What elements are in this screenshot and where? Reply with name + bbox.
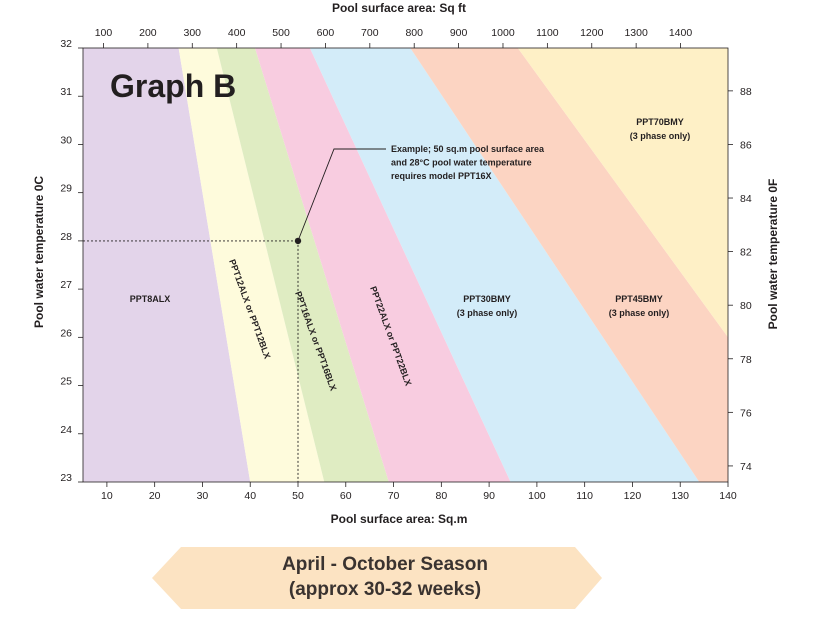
x-top-tick-label: 1000 (491, 27, 515, 39)
x-bottom-tick-label: 120 (624, 490, 642, 502)
x-bottom-tick-label: 30 (197, 490, 209, 502)
y-left-axis-title: Pool water temperature 0C (32, 176, 46, 328)
zone-label-ppt70bmy-text: PPT70BMY (636, 117, 684, 127)
y-left-tick-label: 32 (60, 38, 72, 50)
y-right-tick-label: 78 (740, 354, 752, 366)
zone-label-ppt70bmy-text: (3 phase only) (630, 131, 691, 141)
example-text-line: Example; 50 sq.m pool surface area (391, 144, 545, 154)
zone-label-ppt30bmy-text: PPT30BMY (463, 294, 511, 304)
y-left-tick-label: 23 (60, 472, 72, 484)
x-top-tick-label: 600 (317, 27, 335, 39)
plot-border (82, 47, 729, 483)
example-text-line: requires model PPT16X (391, 171, 492, 181)
x-top-tick-label: 300 (184, 27, 202, 39)
x-bottom-axis-title: Pool surface area: Sq.m (331, 512, 468, 526)
zone-label-ppt45bmy-text: (3 phase only) (609, 308, 670, 318)
y-left-tick-label: 28 (60, 231, 72, 243)
ticks-layer: 10 20 30 40 50 60 70 80 90 100 110 120 130 140 100 200 3… (60, 27, 752, 502)
x-bottom-tick-label: 10 (101, 490, 113, 502)
y-right-tick-label: 84 (740, 193, 752, 205)
zone-ppt8alx (83, 48, 251, 482)
example-leader-line (297, 148, 386, 242)
zone-label-ppt45bmy: PPT45BMY (3 phase only) (609, 294, 670, 318)
x-top-tick-label: 1300 (624, 27, 648, 39)
y-left-tick-label: 27 (60, 279, 72, 291)
x-bottom-tick-label: 20 (149, 490, 161, 502)
graph-title: Graph B (110, 68, 236, 104)
x-bottom-tick-label: 70 (388, 490, 400, 502)
x-top-tick-label: 1100 (536, 27, 559, 39)
x-top-tick-label: 100 (95, 27, 113, 39)
x-bottom-tick-label: 50 (292, 490, 304, 502)
example-text-line: and 28°C pool water temperature (391, 158, 532, 168)
x-top-axis-title: Pool surface area: Sq ft (332, 1, 466, 15)
y-right-tick-label: 76 (740, 407, 752, 419)
y-left-tick-label: 24 (60, 424, 72, 436)
zone-label-ppt8alx: PPT8ALX (130, 294, 171, 304)
x-bottom-tick-label: 100 (528, 490, 546, 502)
zones-layer (83, 48, 728, 482)
y-right-tick-label: 74 (740, 461, 752, 473)
zone-ppt70bmy (517, 48, 728, 338)
example-point (294, 237, 302, 245)
plot-frame (82, 47, 729, 483)
y-right-tick-label: 80 (740, 300, 752, 312)
zone-label-ppt30bmy: PPT30BMY (3 phase only) (457, 294, 518, 318)
y-left-tick-label: 30 (60, 134, 72, 146)
x-top-tick-label: 800 (405, 27, 423, 39)
x-top-tick-label: 400 (228, 27, 246, 39)
zone-ppt16alx (216, 48, 389, 482)
x-bottom-tick-label: 40 (244, 490, 256, 502)
zone-ppt12alx (178, 48, 325, 482)
zone-label-ppt70bmy: PPT70BMY (3 phase only) (630, 117, 691, 141)
x-top-tick-label: 900 (450, 27, 468, 39)
y-right-axis-title: Pool water temperature 0F (766, 179, 780, 330)
zone-label-ppt45bmy-text: PPT45BMY (615, 294, 663, 304)
zone-ppt30bmy (309, 48, 700, 482)
y-right-tick-label: 86 (740, 139, 752, 151)
y-left-tick-label: 25 (60, 376, 72, 388)
y-left-tick-label: 29 (60, 183, 72, 195)
x-top-tick-label: 500 (272, 27, 290, 39)
x-bottom-tick-label: 80 (435, 490, 447, 502)
x-top-tick-label: 700 (361, 27, 379, 39)
y-left-tick-label: 26 (60, 327, 72, 339)
x-bottom-tick-label: 60 (340, 490, 352, 502)
zone-label-ppt8alx-text: PPT8ALX (130, 294, 171, 304)
x-top-tick-label: 1400 (669, 27, 693, 39)
zone-ppt22alx (255, 48, 511, 482)
x-top-tick-label: 200 (139, 27, 157, 39)
x-bottom-tick-label: 140 (719, 490, 737, 502)
y-right-tick-label: 88 (740, 86, 752, 98)
x-bottom-tick-label: 130 (671, 490, 689, 502)
x-bottom-tick-label: 110 (576, 490, 593, 502)
y-right-tick-label: 82 (740, 247, 752, 259)
x-top-tick-label: 1200 (580, 27, 604, 39)
zone-label-ppt30bmy-text: (3 phase only) (457, 308, 518, 318)
zone-ppt45bmy (410, 48, 728, 482)
y-left-tick-label: 31 (60, 86, 72, 98)
x-bottom-tick-label: 90 (483, 490, 495, 502)
example-annotation: Example; 50 sq.m pool surface area and 28… (83, 144, 545, 482)
